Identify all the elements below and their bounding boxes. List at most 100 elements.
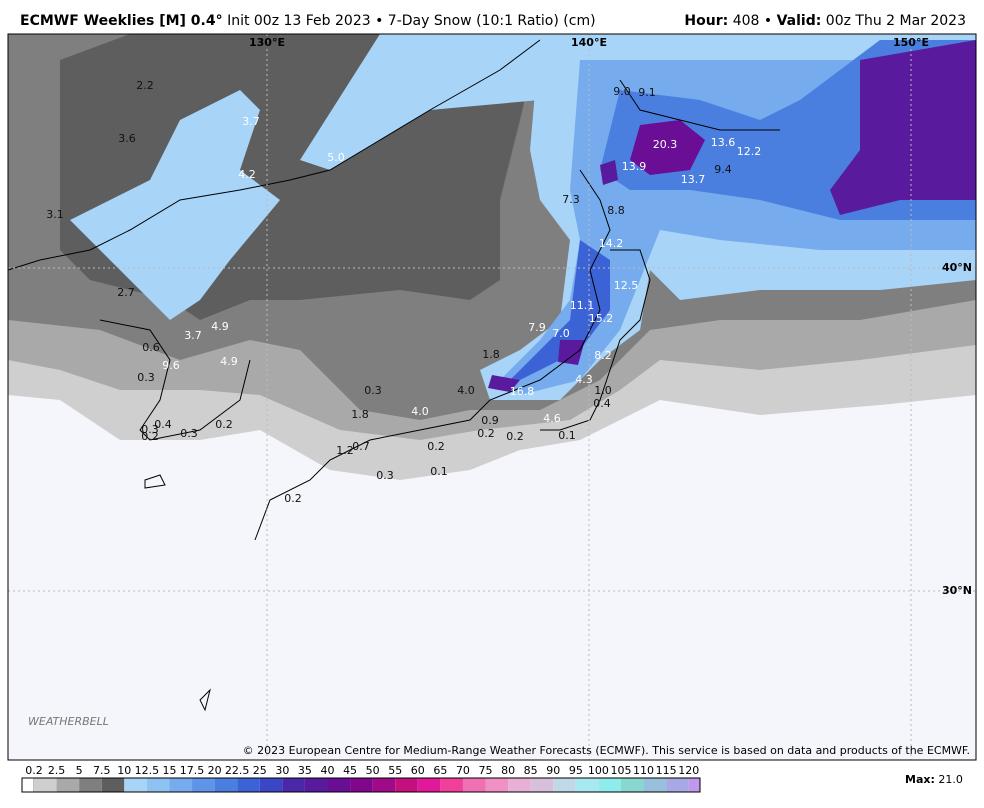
map-label: 9.4 — [714, 163, 732, 176]
colorbar-cell — [21, 777, 35, 793]
snow-purple-3 — [488, 160, 618, 392]
colorbar-label: 22.5 — [225, 764, 250, 777]
map-label: 11.1 — [570, 299, 595, 312]
colorbar-cell — [643, 778, 667, 792]
colorbar-label: 120 — [678, 764, 699, 777]
map-label: 4.0 — [411, 405, 429, 418]
colorbar-cell — [688, 778, 700, 792]
map-label: 1.2 — [336, 444, 354, 457]
grid-label: 140°E — [571, 36, 607, 49]
map-label: 5.0 — [327, 151, 345, 164]
colorbar-label: 115 — [656, 764, 677, 777]
colorbar-cell — [598, 778, 621, 792]
colorbar-cell — [169, 778, 193, 792]
colorbar-label: 10 — [117, 764, 131, 777]
colorbar-label: 20 — [208, 764, 222, 777]
map-label: 2.2 — [136, 79, 154, 92]
colorbar-label: 55 — [388, 764, 402, 777]
colorbar: 0.2 2.5 5 7.5 10 12.5 15 17.5 20 22.5 25 30 35 40 45 50… — [21, 764, 701, 793]
map-label: 3.1 — [46, 208, 64, 221]
map-label: 0.2 — [506, 430, 524, 443]
map-label: 0.7 — [352, 440, 370, 453]
map-label: 20.3 — [653, 138, 678, 151]
colorbar-label: 30 — [275, 764, 289, 777]
map-label: 0.4 — [154, 418, 172, 431]
colorbar-cell — [485, 778, 509, 792]
colorbar-cell — [34, 778, 57, 792]
map-label: 1.8 — [482, 348, 500, 361]
colorbar-label: 45 — [343, 764, 357, 777]
snow-purple-1 — [630, 120, 705, 175]
colorbar-cell — [304, 778, 328, 792]
colorbar-cell — [372, 778, 396, 792]
colorbar-cell — [508, 778, 531, 792]
map-label: 0.9 — [481, 414, 499, 427]
map-label: 0.2 — [427, 440, 445, 453]
map-label: 13.7 — [681, 173, 706, 186]
colorbar-cell — [666, 778, 689, 792]
map-label: 0.2 — [141, 430, 159, 443]
map-label: 0.4 — [593, 397, 611, 410]
logo: WEATHERBELL — [28, 715, 109, 728]
map-label: 0.1 — [558, 429, 576, 442]
snow-blue-1b — [300, 34, 560, 170]
colorbar-cell — [395, 778, 418, 792]
map-label: 7.9 — [528, 321, 546, 334]
colorbar-cell — [575, 778, 599, 792]
copyright: © 2023 European Centre for Medium-Range … — [243, 744, 970, 757]
colorbar-cell — [530, 778, 554, 792]
colorbar-label: 90 — [546, 764, 560, 777]
map-label: 2.7 — [117, 286, 135, 299]
colorbar-label: 2.5 — [48, 764, 66, 777]
map: 130°E 140°E 150°E 40°N 30°N 2.2 3.7 3.6 5.0 4.2 3.… — [7, 33, 977, 761]
colorbar-label: 35 — [298, 764, 312, 777]
map-label: 0.2 — [284, 492, 302, 505]
colorbar-cell — [553, 778, 576, 792]
colorbar-label: 0.2 — [25, 764, 43, 777]
map-label: 4.9 — [211, 320, 229, 333]
max: Max: 21.0 — [905, 773, 963, 786]
header-title: ECMWF Weeklies [M] 0.4° Init 00z 13 Feb … — [20, 13, 596, 29]
colorbar-cell — [327, 778, 351, 792]
colorbar-label: 80 — [501, 764, 515, 777]
colorbar-cell — [282, 778, 305, 792]
colorbar-label: 25 — [253, 764, 267, 777]
colorbar-label: 95 — [569, 764, 583, 777]
map-label: 0.2 — [215, 418, 233, 431]
grid-label: 150°E — [893, 36, 929, 49]
colorbar-label: 65 — [433, 764, 447, 777]
map-label: 0.6 — [142, 341, 160, 354]
colorbar-label: 75 — [479, 764, 493, 777]
map-label: 12.5 — [614, 279, 639, 292]
colorbar-label: 70 — [456, 764, 470, 777]
map-label: 9.0 — [613, 85, 631, 98]
snow-blue-4 — [500, 240, 610, 390]
map-label: 1.0 — [594, 384, 612, 397]
map-label: 15.2 — [589, 312, 614, 325]
grid-label: 30°N — [942, 584, 972, 597]
grid-label: 40°N — [942, 261, 972, 274]
colorbar-label: 50 — [366, 764, 380, 777]
map-label: 7.0 — [552, 327, 570, 340]
colorbar-cell — [620, 778, 644, 792]
map-label: 12.2 — [737, 145, 762, 158]
colorbar-cell — [237, 778, 260, 792]
colorbar-cell — [192, 778, 215, 792]
colorbar-cell — [124, 778, 147, 792]
colorbar-label: 5 — [76, 764, 83, 777]
map-label: 0.3 — [364, 384, 382, 397]
map-label: 9.6 — [162, 359, 180, 372]
colorbar-label: 110 — [633, 764, 654, 777]
snow-blue-1c — [70, 90, 280, 320]
map-label: 3.7 — [242, 115, 260, 128]
colorbar-cell — [440, 778, 463, 792]
colorbar-label: 12.5 — [135, 764, 160, 777]
map-label: 0.1 — [430, 465, 448, 478]
colorbar-label: 7.5 — [93, 764, 111, 777]
map-label: 0.3 — [137, 371, 155, 384]
colorbar-cell — [101, 778, 125, 792]
map-label: 0.3 — [180, 427, 198, 440]
map-label: 0.2 — [477, 427, 495, 440]
colorbar-cell — [146, 778, 170, 792]
map-label: 8.2 — [594, 349, 612, 362]
